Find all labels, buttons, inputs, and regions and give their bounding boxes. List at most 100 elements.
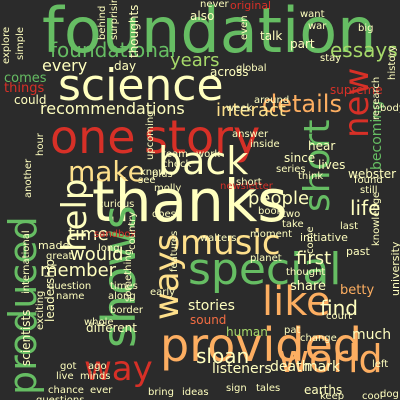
cloud-word: supreme: [330, 83, 383, 97]
cloud-word: long: [98, 243, 120, 254]
cloud-word: got: [60, 361, 77, 372]
cloud-word: bring: [148, 387, 174, 398]
cloud-word: would: [70, 244, 124, 265]
cloud-word: planet: [250, 253, 282, 264]
cloud-word: check: [162, 159, 192, 170]
cloud-word: research: [371, 76, 382, 120]
cloud-word: science: [58, 60, 224, 111]
cloud-word: human: [226, 325, 268, 339]
cloud-word: hour: [35, 133, 46, 156]
cloud-word: great: [46, 251, 73, 262]
cloud-word: something: [123, 249, 134, 302]
cloud-word: last: [340, 221, 359, 232]
cloud-word: back: [158, 139, 249, 183]
cloud-word: take: [282, 219, 304, 230]
cloud-word: find: [320, 296, 358, 320]
cloud-word: answer: [232, 129, 269, 140]
cloud-word: special: [188, 244, 342, 295]
cloud-word: university: [389, 241, 400, 296]
cloud-word: simple: [15, 26, 26, 60]
cloud-word: sign: [226, 383, 247, 394]
cloud-word: thoughts: [127, 4, 141, 58]
cloud-word: curious: [98, 199, 135, 210]
cloud-word: short: [236, 177, 262, 188]
cloud-word: around: [254, 95, 290, 106]
cloud-word: life: [350, 196, 381, 220]
cloud-word: moment: [250, 229, 293, 240]
cloud-word: newsletter: [220, 181, 273, 192]
cloud-word: make: [68, 155, 145, 188]
cloud-word: like: [262, 279, 331, 325]
cloud-word: another: [23, 158, 34, 198]
cloud-word: still: [360, 185, 378, 196]
cloud-word: thanks: [92, 167, 288, 235]
cloud-word: series: [276, 164, 306, 175]
cloud-word: minds: [80, 371, 111, 382]
cloud-word: come: [305, 226, 316, 254]
cloud-word: past: [346, 245, 370, 258]
cloud-word: week: [226, 103, 253, 114]
cloud-word: found: [354, 175, 383, 186]
cloud-word: provided: [160, 318, 362, 372]
cloud-word: team: [162, 149, 188, 160]
cloud-word: book: [258, 206, 283, 217]
cloud-word: part: [290, 37, 315, 51]
cloud-word: thought: [286, 267, 326, 278]
cloud-word: times: [110, 281, 138, 292]
cloud-word: want: [300, 9, 325, 20]
cloud-word: webster: [348, 167, 397, 181]
cloud-word: body: [380, 103, 400, 114]
cloud-word: recommendations: [40, 99, 185, 118]
cloud-word: every: [42, 56, 88, 75]
cloud-word: think: [298, 171, 324, 182]
cloud-word: pat: [284, 325, 301, 336]
cloud-word: years: [170, 50, 220, 71]
cloud-word: court: [326, 311, 352, 322]
cloud-word: scientists: [19, 309, 33, 366]
cloud-word: share: [290, 279, 327, 294]
cloud-word: stories: [188, 298, 235, 314]
cloud-word: knowledge: [371, 191, 382, 246]
cloud-word: explore: [1, 26, 12, 64]
cloud-word: chance: [48, 385, 84, 396]
cloud-word: early: [150, 287, 176, 298]
cloud-word: surprising: [109, 0, 120, 40]
cloud-word: whole: [84, 317, 114, 328]
cloud-word: sloan: [196, 344, 250, 368]
cloud-word: initiative: [300, 231, 348, 244]
cloud-word: molly: [154, 183, 182, 194]
cloud-word: comes: [4, 71, 47, 86]
cloud-word: walters: [200, 233, 237, 244]
cloud-word: foundational: [50, 38, 176, 62]
cloud-word: international: [21, 230, 32, 294]
cloud-word: keep: [320, 391, 345, 400]
cloud-word: tales: [256, 383, 281, 394]
cloud-word: features: [169, 230, 180, 272]
cloud-word: name: [56, 291, 85, 302]
cloud-word: global: [236, 63, 267, 74]
cloud-word: listeners: [212, 361, 272, 377]
cloud-word: change: [300, 333, 337, 344]
cloud-word: first: [296, 248, 332, 269]
cloud-word: different: [86, 321, 137, 335]
cloud-word: country: [127, 211, 138, 250]
cloud-word: hear: [308, 139, 336, 153]
cloud-word: people: [248, 188, 310, 209]
cloud-word: ideas: [182, 387, 209, 398]
cloud-word: made: [38, 239, 70, 252]
cloud-word: along: [108, 291, 136, 302]
cloud-word: question: [48, 281, 92, 292]
cloud-word: lives: [318, 158, 346, 172]
cloud-word: border: [110, 305, 144, 316]
cloud-word: member: [40, 260, 117, 281]
cloud-word: much: [352, 327, 392, 343]
cloud-word: know: [140, 167, 167, 178]
cloud-word: see: [138, 175, 156, 186]
cloud-word: details: [262, 90, 342, 118]
cloud-word: original: [230, 0, 272, 12]
cloud-word: earths: [304, 383, 343, 397]
cloud-word: upcoming: [145, 110, 156, 160]
cloud-word: sound: [190, 313, 227, 327]
cloud-word: day: [114, 59, 137, 73]
cloud-word: talk: [260, 29, 283, 43]
